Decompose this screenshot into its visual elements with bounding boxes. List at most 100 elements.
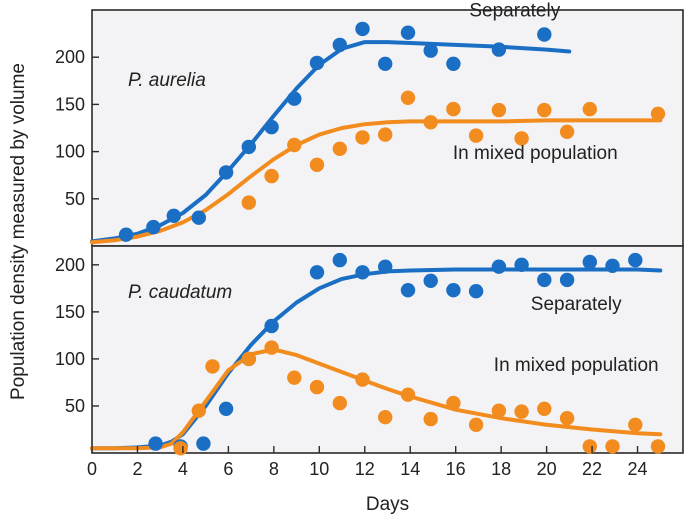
data-point-in-mixed-population [287, 370, 302, 385]
data-point-in-mixed-population [355, 372, 370, 387]
data-point-in-mixed-population [173, 441, 188, 456]
data-point-separately [514, 257, 529, 272]
data-point-separately [309, 55, 325, 71]
x-tick-label: 2 [132, 459, 142, 479]
curve-in-mixed-population [90, 347, 663, 451]
data-point-in-mixed-population [514, 131, 529, 146]
y-axis-label: Population density measured by volume [8, 63, 29, 400]
data-point-separately [537, 27, 552, 42]
data-point-separately [628, 252, 643, 268]
data-point-in-mixed-population [514, 404, 529, 419]
data-point-separately [218, 401, 234, 416]
data-point-separately [423, 273, 438, 288]
annotation-separately: Separately [531, 294, 622, 315]
data-point-separately [332, 37, 347, 53]
annotation-in-mixed-population: In mixed population [453, 143, 618, 164]
data-point-in-mixed-population [423, 411, 438, 427]
data-point-in-mixed-population [423, 115, 438, 130]
data-point-in-mixed-population [205, 359, 220, 374]
data-point-separately [446, 283, 461, 298]
x-tick-label: 12 [355, 459, 375, 479]
data-point-in-mixed-population [582, 439, 597, 454]
y-tick-label: 150 [55, 94, 85, 114]
x-tick-label: 8 [269, 459, 279, 479]
panel-p-caudatum: 50 100 150 200 P. caudatum Separately In mixed… [55, 245, 684, 456]
data-point-in-mixed-population [559, 124, 575, 139]
y-tick-label: 150 [55, 302, 85, 322]
data-point-in-mixed-population [309, 157, 325, 172]
data-point-in-mixed-population [378, 127, 393, 142]
annotation-in-mixed-population: In mixed population [494, 355, 659, 376]
y-tick-label: 50 [65, 396, 85, 416]
x-tick-label: 20 [537, 459, 557, 479]
x-tick-label: 4 [178, 459, 188, 479]
data-point-separately [264, 119, 279, 135]
data-point-separately [355, 265, 370, 280]
panels-layer: 50 100 150 200 P. aurelia Separately In mixed … [55, 1, 684, 456]
data-point-separately [491, 259, 507, 274]
data-point-in-mixed-population [582, 101, 597, 117]
data-point-separately [605, 258, 620, 273]
data-point-in-mixed-population [605, 439, 620, 454]
y-tick-label: 100 [55, 349, 85, 369]
data-point-separately [559, 272, 575, 288]
data-point-in-mixed-population [355, 130, 370, 145]
data-point-separately [423, 43, 438, 58]
data-point-in-mixed-population [332, 395, 347, 411]
data-point-in-mixed-population [537, 401, 552, 416]
data-point-in-mixed-population [241, 351, 256, 367]
data-point-in-mixed-population [491, 102, 507, 118]
data-point-separately [287, 91, 302, 106]
data-point-in-mixed-population [446, 395, 461, 411]
data-point-in-mixed-population [241, 195, 256, 210]
x-tick-label: 16 [446, 459, 466, 479]
panel-p-aurelia: 50 100 150 200 P. aurelia Separately In mixed … [55, 1, 684, 247]
y-tick-label: 200 [55, 47, 85, 67]
data-point-separately [378, 56, 393, 71]
data-point-separately [118, 227, 134, 242]
data-point-in-mixed-population [628, 417, 643, 432]
data-point-in-mixed-population [309, 379, 325, 395]
data-point-separately [264, 318, 279, 334]
data-point-separately [537, 272, 552, 288]
data-point-separately [146, 219, 161, 235]
data-point-separately [332, 252, 347, 268]
data-point-in-mixed-population [650, 106, 666, 122]
data-point-separately [400, 25, 416, 40]
x-tick-label: 24 [628, 459, 648, 479]
data-point-in-mixed-population [378, 410, 393, 425]
data-point-in-mixed-population [400, 90, 416, 106]
data-point-in-mixed-population [264, 168, 279, 184]
data-point-separately [378, 259, 393, 274]
data-point-separately [241, 139, 256, 155]
data-point-separately [218, 165, 234, 180]
data-point-separately [309, 265, 325, 280]
y-tick-label: 100 [55, 142, 85, 162]
data-point-in-mixed-population [559, 411, 575, 426]
data-point-separately [191, 210, 206, 225]
data-point-in-mixed-population [537, 102, 552, 118]
data-point-in-mixed-population [491, 403, 507, 418]
data-point-in-mixed-population [264, 340, 279, 355]
data-point-separately [148, 436, 163, 451]
data-point-in-mixed-population [400, 387, 416, 402]
x-tick-label: 6 [223, 459, 233, 479]
data-point-in-mixed-population [650, 439, 666, 454]
data-point-in-mixed-population [287, 137, 302, 153]
x-axis-ticks: 0 2 4 6 8 10 12 14 16 18 20 22 24 [87, 446, 648, 479]
x-tick-label: 10 [309, 459, 329, 479]
x-tick-label: 22 [582, 459, 602, 479]
data-point-separately [446, 56, 461, 71]
y-tick-label: 200 [55, 255, 85, 275]
x-tick-label: 14 [400, 459, 420, 479]
x-tick-label: 0 [87, 459, 97, 479]
data-point-separately [468, 284, 484, 299]
data-point-in-mixed-population [468, 417, 484, 432]
panel-title: P. caudatum [128, 282, 232, 303]
curve-in-mixed-population [90, 118, 663, 245]
annotation-separately: Separately [469, 1, 560, 22]
data-point-in-mixed-population [446, 101, 461, 117]
data-point-separately [582, 254, 597, 270]
data-point-in-mixed-population [191, 403, 206, 418]
data-point-separately [166, 208, 181, 223]
